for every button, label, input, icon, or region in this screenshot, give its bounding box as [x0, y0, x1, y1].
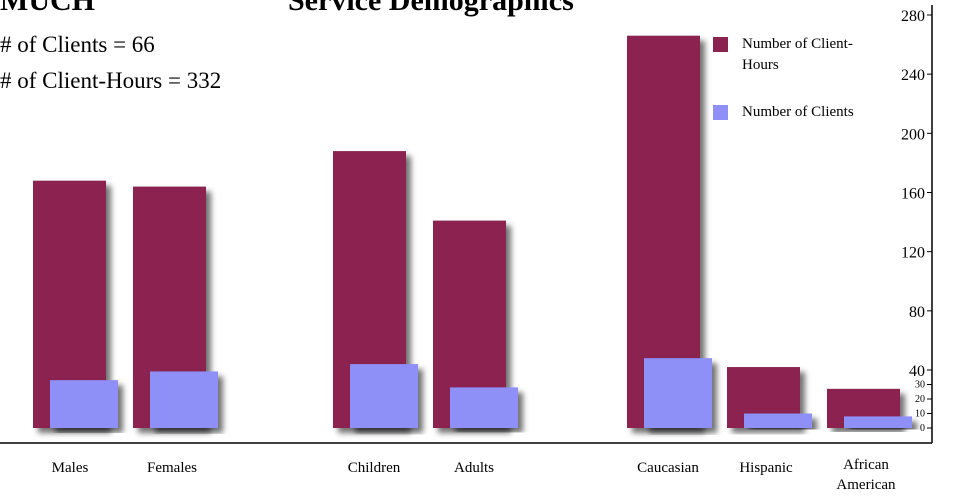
legend-swatch-client-hours	[713, 37, 728, 52]
x-tick-label-caucasian: Caucasian	[637, 460, 699, 476]
bar-clients-caucasian	[644, 358, 712, 428]
bar-clients-females	[150, 371, 218, 428]
x-tick-label-children: Children	[348, 460, 401, 476]
legend: Number of Client-Hours Number of Clients	[713, 34, 882, 149]
y-tick-label-200: 200	[901, 126, 925, 143]
bar-clients-african-american	[844, 416, 912, 428]
y-tick-label-40: 40	[909, 363, 925, 380]
y-tick-label-10: 10	[915, 409, 925, 420]
y-tick-label-20: 20	[915, 394, 925, 405]
y-tick-label-240: 240	[901, 67, 925, 84]
y-tick-label-280: 280	[901, 8, 925, 25]
x-tick-label-adults: Adults	[454, 460, 494, 476]
stat-clients: # of Clients = 66	[0, 32, 155, 57]
x-tick-label-females: Females	[147, 460, 197, 476]
x-tick-label-hispanic: Hispanic	[739, 460, 793, 476]
legend-item-client-hours: Number of Client-Hours	[713, 34, 882, 76]
chart-title: Service Demographics	[288, 0, 574, 17]
x-tick-label-african-american: African American	[836, 457, 896, 493]
legend-label-client-hours: Number of Client-Hours	[742, 36, 853, 73]
bar-clients-children	[350, 364, 418, 428]
bar-clients-hispanic	[744, 413, 812, 428]
legend-item-clients: Number of Clients	[713, 102, 882, 123]
bar-clients-adults	[450, 387, 518, 428]
x-tick-label-males: Males	[52, 460, 89, 476]
stat-client-hours: # of Client-Hours = 332	[0, 68, 222, 93]
y-tick-label-160: 160	[901, 186, 925, 203]
y-tick-label-30: 30	[915, 380, 925, 391]
y-tick-label-120: 120	[901, 245, 925, 262]
y-tick-label-0: 0	[920, 423, 925, 434]
bar-clients-males	[50, 380, 118, 428]
legend-swatch-clients	[713, 105, 728, 120]
legend-label-clients: Number of Clients	[742, 104, 854, 120]
title-fragment-left: MUCH	[0, 0, 95, 17]
y-tick-label-80: 80	[909, 304, 925, 321]
